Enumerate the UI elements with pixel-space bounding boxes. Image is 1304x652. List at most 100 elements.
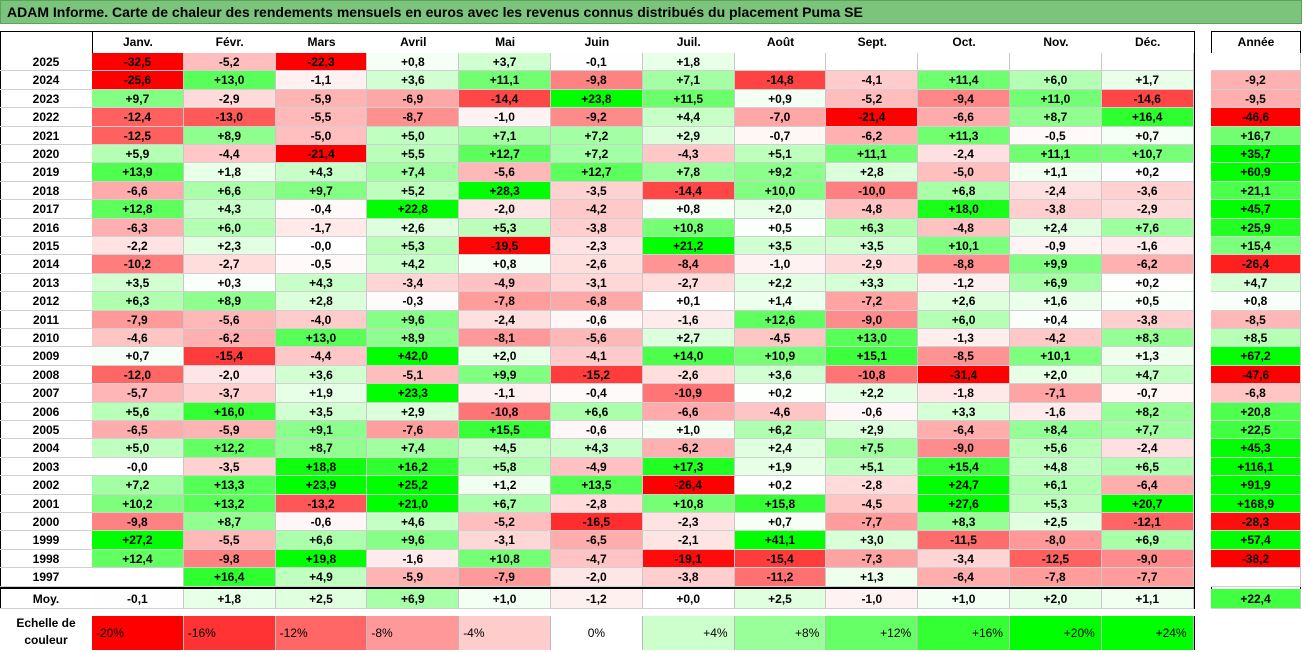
- heatmap-cell: +0,2: [734, 476, 827, 495]
- heatmap-cell: +7,5: [826, 439, 919, 458]
- heatmap-cell: +15,4: [918, 457, 1010, 477]
- heatmap-cell: -0,9: [1010, 237, 1102, 256]
- heatmap-cell: +5,5: [367, 145, 460, 164]
- heatmap-cell: +2,4: [1010, 218, 1102, 237]
- year-label: 1997: [0, 568, 92, 587]
- heatmap-cell: -0,7: [734, 126, 827, 145]
- heatmap-cell: -2,4: [459, 310, 551, 329]
- heatmap-cell: +11,1: [1010, 145, 1102, 164]
- month-header: Mai: [495, 35, 516, 49]
- heatmap-cell: +12,7: [551, 163, 643, 182]
- heatmap-cell: +6,1: [1010, 476, 1102, 495]
- heatmap-cell: +15,1: [826, 347, 919, 366]
- average-cell: +1,8: [183, 588, 276, 609]
- heatmap-cell: +6,6: [551, 402, 643, 421]
- year-label: 2013: [0, 274, 92, 293]
- heatmap-cell: -15,2: [551, 365, 643, 385]
- heatmap-cell: +5,6: [1010, 439, 1102, 458]
- heatmap-cell: [1010, 53, 1102, 72]
- heatmap-cell: +27,6: [918, 494, 1010, 513]
- heatmap-cell: -31,4: [918, 365, 1010, 385]
- heatmap-cell: -3,5: [551, 181, 643, 201]
- heatmap-cell: +23,9: [275, 476, 368, 495]
- heatmap-cell: -5,0: [275, 126, 368, 145]
- heatmap-cell: +5,1: [734, 145, 827, 164]
- heatmap-cell: -12,4: [92, 108, 184, 127]
- heatmap-cell: -6,2: [826, 126, 919, 145]
- heatmap-cell: +4,5: [459, 439, 551, 458]
- heatmap-cell: [918, 53, 1010, 72]
- average-cell: -1,2: [551, 588, 643, 609]
- heatmap-cell: -0,7: [1101, 384, 1194, 403]
- heatmap-cell: -0,0: [92, 457, 184, 477]
- heatmap-cell: -12,5: [1010, 549, 1102, 569]
- year-label: 2022: [0, 108, 92, 127]
- heatmap-cell: -5,5: [275, 108, 368, 127]
- heatmap-cell: -2,0: [459, 200, 551, 219]
- heatmap-cell: -2,6: [642, 365, 735, 385]
- heatmap-cell: -1,8: [918, 384, 1010, 403]
- heatmap-cell: +9,6: [367, 531, 460, 550]
- month-header: Avril: [400, 35, 427, 49]
- heatmap-cell: -3,8: [551, 218, 643, 237]
- heatmap-cell: +4,8: [1010, 457, 1102, 477]
- average-separator: [0, 586, 1194, 589]
- average-cell: +2,5: [734, 588, 827, 609]
- year-label: 2015: [0, 237, 92, 256]
- heatmap-cell: +0,3: [183, 273, 276, 293]
- heatmap-cell: -7,2: [826, 292, 919, 311]
- heatmap-cell: +10,9: [734, 347, 827, 366]
- heatmap-cell: +4,4: [642, 108, 735, 127]
- heatmap-cell: +6,0: [918, 310, 1010, 329]
- year-label: 2010: [0, 329, 92, 348]
- heatmap-cell: -5,9: [183, 421, 276, 440]
- heatmap-cell: -8,8: [918, 255, 1010, 274]
- heatmap-cell: -7,8: [459, 292, 551, 311]
- heatmap-cell: +1,8: [183, 163, 276, 182]
- heatmap-cell: +16,4: [1101, 108, 1194, 127]
- heatmap-cell: -2,3: [642, 513, 735, 532]
- heatmap-cell: +16,0: [183, 402, 276, 421]
- annual-cell: -26,4: [1211, 255, 1301, 274]
- heatmap-cell: +21,2: [642, 237, 735, 256]
- heatmap-cell: -7,7: [826, 513, 919, 532]
- heatmap-cell: +2,9: [826, 421, 919, 440]
- heatmap-cell: -2,0: [551, 568, 643, 587]
- heatmap-cell: -15,4: [183, 347, 276, 366]
- annual-cell: +16,7: [1211, 126, 1301, 145]
- heatmap-cell: -7,1: [1010, 384, 1102, 403]
- heatmap-cell: -21,4: [826, 108, 919, 127]
- heatmap-cell: +9,1: [275, 421, 368, 440]
- heatmap-cell: +18,8: [275, 457, 368, 477]
- heatmap-cell: +9,9: [459, 365, 551, 385]
- annual-cell: +0,8: [1211, 292, 1301, 311]
- heatmap-cell: -1,6: [1010, 402, 1102, 421]
- heatmap-cell: -3,8: [642, 568, 735, 587]
- annual-cell: -9,2: [1211, 71, 1301, 90]
- heatmap-cell: +3,6: [367, 71, 460, 90]
- year-label: 2012: [0, 292, 92, 311]
- year-label: 2020: [0, 145, 92, 164]
- heatmap-cell: +7,1: [459, 126, 551, 145]
- heatmap-cell: +12,6: [734, 310, 827, 329]
- heatmap-cell: +2,8: [826, 163, 919, 182]
- heatmap-cell: +0,5: [1101, 292, 1194, 311]
- year-label: 2021: [0, 127, 92, 145]
- heatmap-cell: -7,8: [1010, 568, 1102, 587]
- year-label: 2025: [0, 53, 92, 72]
- heatmap-cell: +6,0: [1010, 71, 1102, 90]
- heatmap-cell: -14,4: [459, 89, 551, 109]
- heatmap-cell: -8,4: [642, 255, 735, 274]
- annual-cell: -38,2: [1211, 549, 1301, 569]
- heatmap-cell: +2,2: [826, 384, 919, 403]
- heatmap-cell: -8,0: [1010, 531, 1102, 550]
- year-label: 2009: [0, 347, 92, 366]
- heatmap-cell: -2,9: [183, 89, 276, 109]
- heatmap-cell: -0,0: [275, 237, 368, 256]
- average-cell: +1,0: [918, 588, 1010, 609]
- year-label: 2018: [0, 182, 92, 201]
- heatmap-cell: +1,8: [642, 53, 735, 72]
- legend-swatch: +8%: [734, 616, 827, 650]
- heatmap-cell: -2,3: [551, 237, 643, 256]
- heatmap-cell: +42,0: [367, 347, 460, 366]
